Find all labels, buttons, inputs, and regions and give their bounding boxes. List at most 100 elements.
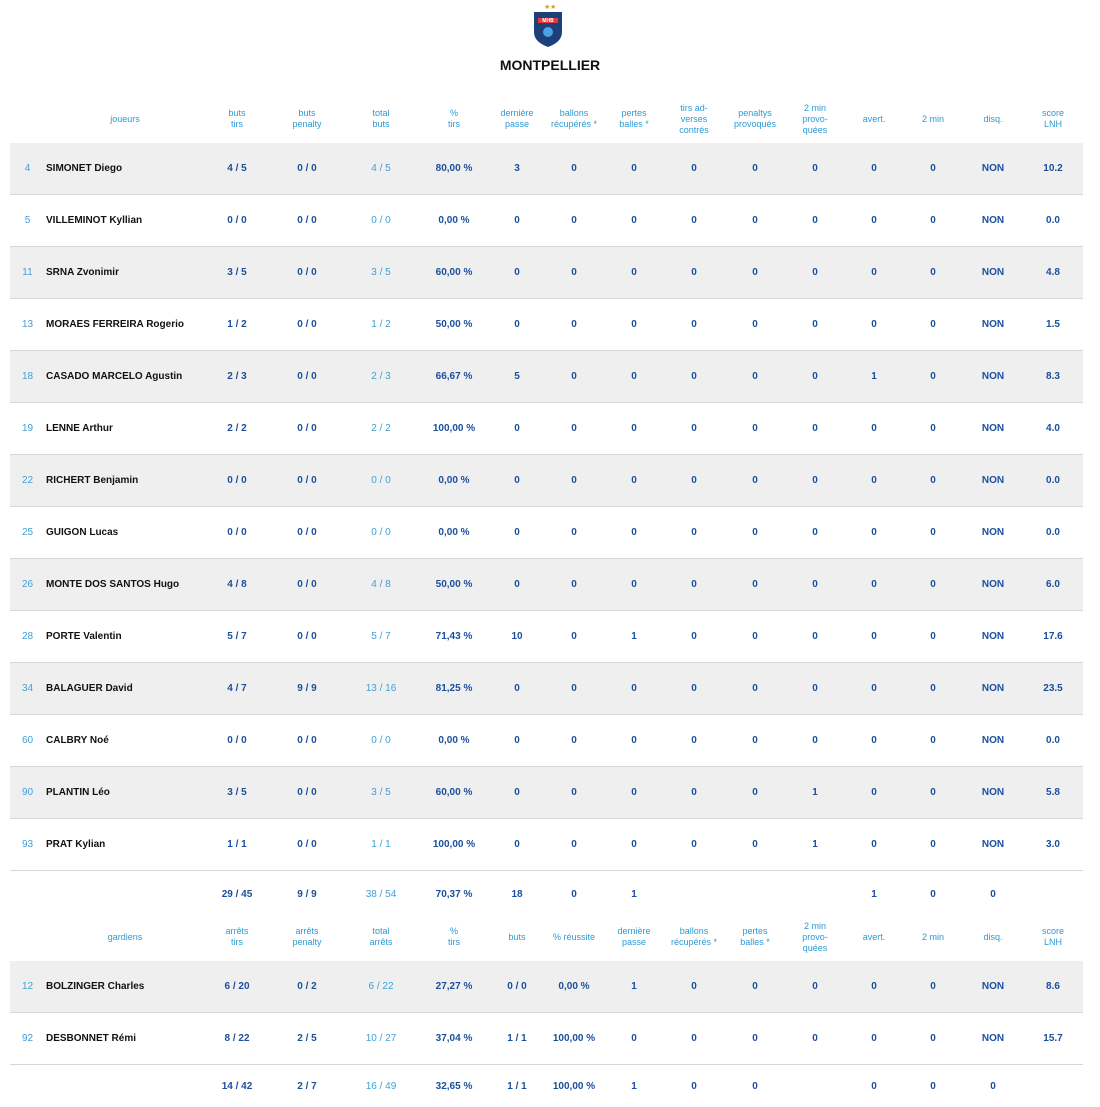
- stat-cell: 0: [491, 663, 543, 715]
- player-name: PRAT Kylian: [45, 819, 205, 871]
- stat-cell: 0: [663, 767, 725, 819]
- stat-cell: 80,00 %: [417, 143, 491, 195]
- stat-cell: NON: [963, 455, 1023, 507]
- header-cell: buts tirs: [205, 95, 269, 143]
- stat-cell: 0: [903, 195, 963, 247]
- stat-cell: 4 / 8: [205, 559, 269, 611]
- player-name: MORAES FERREIRA Rogerio: [45, 299, 205, 351]
- stat-cell: 0: [663, 559, 725, 611]
- stat-cell: 0: [845, 507, 903, 559]
- shirt-number: 28: [10, 611, 45, 663]
- stat-cell: 0: [785, 715, 845, 767]
- stat-cell: 0 / 0: [269, 507, 345, 559]
- stat-cell: 3.0: [1023, 819, 1083, 871]
- stat-cell: 0 / 0: [269, 455, 345, 507]
- total-cell: 29 / 45: [205, 871, 269, 918]
- stat-cell: 100,00 %: [543, 1013, 605, 1065]
- stat-cell: 0: [543, 767, 605, 819]
- stat-cell: 9 / 9: [269, 663, 345, 715]
- header-cell: penaltys provoqués: [725, 95, 785, 143]
- stat-cell: 0: [605, 455, 663, 507]
- stat-cell: 0: [663, 455, 725, 507]
- stat-cell: NON: [963, 819, 1023, 871]
- stat-cell: 0: [543, 663, 605, 715]
- stat-cell: 0: [785, 143, 845, 195]
- stat-cell: 10: [491, 611, 543, 663]
- stat-cell: 66,67 %: [417, 351, 491, 403]
- stat-cell: 0: [903, 455, 963, 507]
- stat-cell: 0: [663, 351, 725, 403]
- total-cell: 18: [491, 871, 543, 918]
- stat-cell: 0: [491, 403, 543, 455]
- stat-cell: 0: [663, 961, 725, 1013]
- stat-cell: 0 / 0: [269, 559, 345, 611]
- shirt-number: 12: [10, 961, 45, 1013]
- stat-cell: NON: [963, 351, 1023, 403]
- team-name: MONTPELLIER: [0, 57, 1100, 73]
- stat-cell: 0: [903, 247, 963, 299]
- player-name: VILLEMINOT Kyllian: [45, 195, 205, 247]
- header-cell: tirs ad- verses contrés: [663, 95, 725, 143]
- stat-cell: 71,43 %: [417, 611, 491, 663]
- player-name: CALBRY Noé: [45, 715, 205, 767]
- stat-cell: 0: [725, 611, 785, 663]
- shirt-number: 26: [10, 559, 45, 611]
- stat-cell: 0: [903, 715, 963, 767]
- header-cell: total buts: [345, 95, 417, 143]
- stat-cell: 0: [663, 663, 725, 715]
- stat-cell: 0 / 0: [269, 611, 345, 663]
- total-cell: 1: [605, 1065, 663, 1107]
- stat-cell: 0: [845, 961, 903, 1013]
- stat-cell: 0 / 0: [205, 455, 269, 507]
- stat-cell: 0.0: [1023, 455, 1083, 507]
- stat-cell: 1 / 1: [491, 1013, 543, 1065]
- stat-cell: 2 / 3: [205, 351, 269, 403]
- player-name: PLANTIN Léo: [45, 767, 205, 819]
- stat-cell: 10 / 27: [345, 1013, 417, 1065]
- stat-cell: 3 / 5: [205, 247, 269, 299]
- stat-cell: 0: [491, 195, 543, 247]
- header-cell: dernière passe: [491, 95, 543, 143]
- stat-cell: 0: [725, 455, 785, 507]
- empty-cell: [10, 871, 45, 918]
- stat-cell: 0.0: [1023, 195, 1083, 247]
- stat-cell: 10.2: [1023, 143, 1083, 195]
- stat-cell: NON: [963, 403, 1023, 455]
- stat-cell: 23.5: [1023, 663, 1083, 715]
- stat-cell: 2 / 2: [205, 403, 269, 455]
- stat-cell: 0: [725, 351, 785, 403]
- stat-cell: 0: [605, 767, 663, 819]
- shirt-number: 19: [10, 403, 45, 455]
- stat-cell: 5 / 7: [345, 611, 417, 663]
- stat-cell: 0 / 0: [345, 455, 417, 507]
- stat-cell: 60,00 %: [417, 247, 491, 299]
- empty-cell: [1023, 871, 1083, 918]
- shirt-number: 93: [10, 819, 45, 871]
- stat-cell: 0: [605, 507, 663, 559]
- stat-cell: 0: [725, 247, 785, 299]
- header-cell: score LNH: [1023, 95, 1083, 143]
- stat-cell: 0: [543, 507, 605, 559]
- header-cell: 2 min: [903, 913, 963, 961]
- stat-cell: 0: [785, 455, 845, 507]
- player-name: BOLZINGER Charles: [45, 961, 205, 1013]
- shirt-number: 60: [10, 715, 45, 767]
- stat-cell: 0: [903, 299, 963, 351]
- stat-cell: 60,00 %: [417, 767, 491, 819]
- stat-cell: 0: [785, 1013, 845, 1065]
- club-logo: ★ ★ MHB: [529, 2, 567, 48]
- stat-cell: 0: [663, 507, 725, 559]
- shirt-number: 90: [10, 767, 45, 819]
- total-cell: 2 / 7: [269, 1065, 345, 1107]
- stat-cell: 0: [491, 559, 543, 611]
- stat-cell: 0: [605, 247, 663, 299]
- stat-cell: 0: [543, 195, 605, 247]
- stat-cell: 0: [605, 663, 663, 715]
